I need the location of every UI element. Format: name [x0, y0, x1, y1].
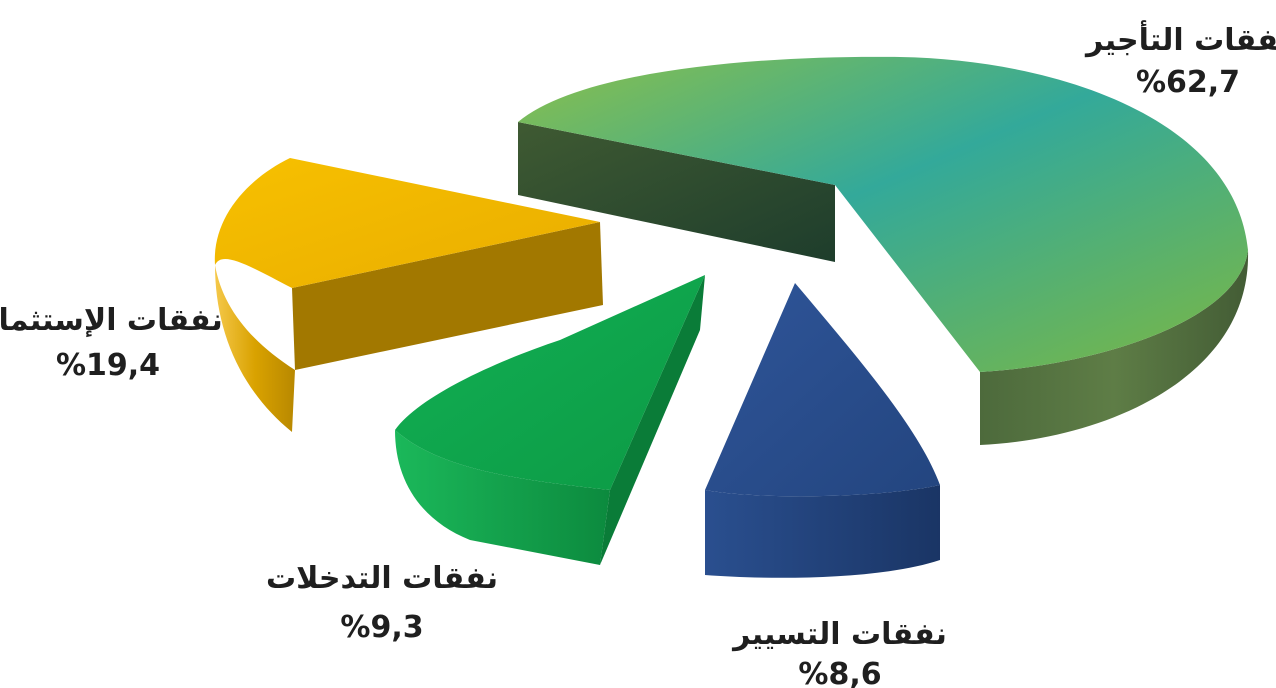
- label-tasyir-name: نفقات التسيير: [731, 617, 947, 652]
- slice-istithmar-side: [215, 265, 295, 432]
- label-tajir-name: نفقات التأجير: [1084, 20, 1276, 58]
- slice-tasyir-top: [705, 283, 940, 496]
- label-tajir: نفقات التأجير %62,7: [1084, 20, 1276, 100]
- label-istithmar-value: %19,4: [56, 348, 160, 383]
- label-tasyir: نفقات التسيير %8,6: [731, 617, 947, 688]
- label-istithmar-name: نفقات الإستثمار: [0, 303, 223, 338]
- slice-tasyir-side: [705, 485, 940, 578]
- label-istithmar: نفقات الإستثمار %19,4: [0, 303, 223, 383]
- label-tadakhulat-name: نفقات التدخلات: [266, 561, 498, 596]
- label-tadakhulat-value: %9,3: [340, 610, 423, 645]
- slice-tasyir: [705, 283, 940, 578]
- label-tajir-value: %62,7: [1136, 65, 1240, 100]
- label-tasyir-value: %8,6: [798, 657, 881, 688]
- label-tadakhulat: نفقات التدخلات %9,3: [266, 561, 498, 645]
